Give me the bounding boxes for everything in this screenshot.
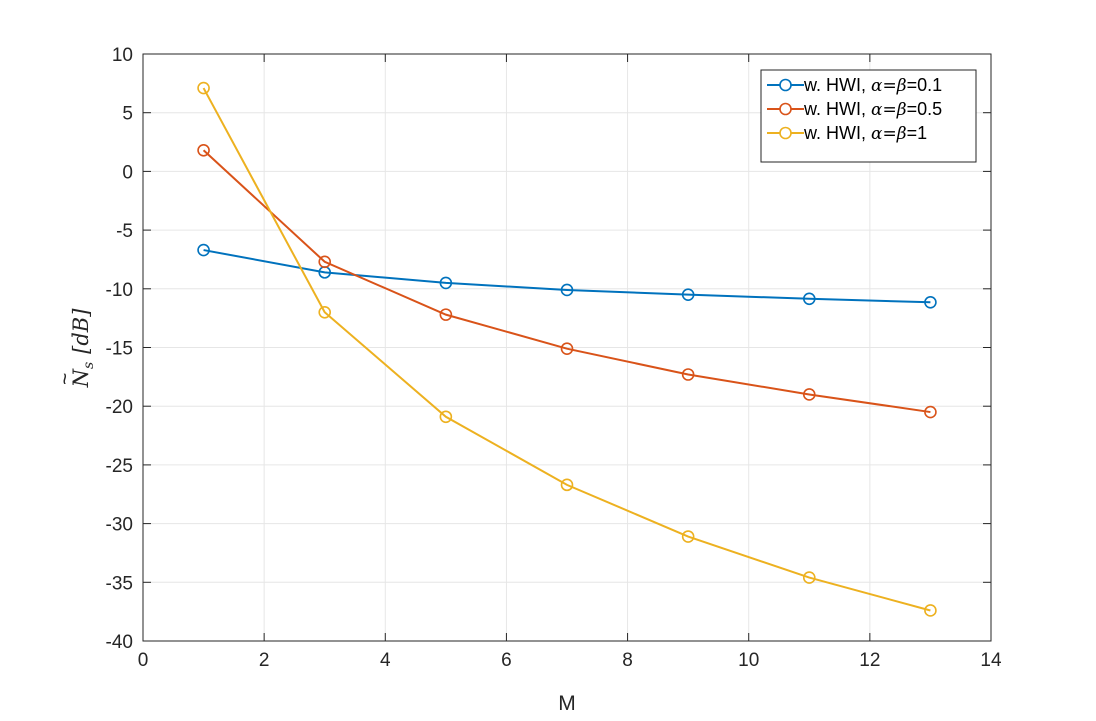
series-line <box>202 149 931 414</box>
legend-marker <box>779 102 792 116</box>
data-point <box>802 292 816 306</box>
series-2 <box>197 143 937 419</box>
y-tick-label: -35 <box>106 573 133 594</box>
x-tick-label: 14 <box>980 650 1002 671</box>
y-tick-label: -20 <box>106 397 133 418</box>
axis-ticks: 0 2 4 6 8 10 12 14 10 5 0 -5 -10 -15 -20 -25 -30 -35 -40 <box>106 45 1002 671</box>
y-tick-label: -40 <box>106 632 133 653</box>
y-tick-label: 0 <box>122 162 133 183</box>
data-point <box>802 571 816 584</box>
y-axis-label-unit: [dB] <box>69 308 93 354</box>
y-axis-label-subscript: s <box>81 362 97 369</box>
data-point <box>924 405 937 419</box>
legend-label: w. HWI, α=β=1 <box>803 123 927 144</box>
data-point <box>560 478 574 492</box>
data-point <box>681 368 695 381</box>
series-line <box>202 87 931 612</box>
data-point <box>318 305 332 319</box>
x-tick-label: 2 <box>259 650 270 671</box>
x-tick-label: 6 <box>501 650 512 671</box>
y-tick-label: -25 <box>106 456 133 477</box>
legend-entry-1: w. HWI, α=β=0.1 <box>767 75 942 96</box>
legend: w. HWI, α=β=0.1 w. HWI, α=β=0.5 w. HWI, α=… <box>760 69 977 163</box>
y-tick-label: -5 <box>116 221 133 242</box>
series-1 <box>197 243 937 309</box>
x-tick-label: 0 <box>138 650 149 671</box>
data-point <box>197 81 210 95</box>
legend-marker <box>779 126 792 140</box>
data-point <box>681 288 695 301</box>
x-tick-label: 4 <box>380 650 391 671</box>
data-point <box>924 604 937 617</box>
legend-entry-3: w. HWI, α=β=1 <box>767 123 927 144</box>
legend-label: w. HWI, α=β=0.1 <box>803 75 942 96</box>
data-point <box>439 308 453 321</box>
data-point <box>439 410 453 424</box>
data-point <box>197 143 210 157</box>
y-axis-label: Ns [dB] ~ <box>54 308 97 389</box>
data-point <box>560 342 574 355</box>
svg-text:Ns[dB]: Ns [dB] <box>69 308 97 389</box>
x-tick-label: 8 <box>622 650 633 671</box>
data-point <box>318 255 332 269</box>
y-tick-label: -30 <box>106 515 133 536</box>
data-point <box>560 283 574 297</box>
x-axis-label: M <box>558 692 576 715</box>
y-axis-label-symbol: N <box>69 368 93 388</box>
y-tick-label: 10 <box>112 45 133 66</box>
legend-label: w. HWI, α=β=0.5 <box>803 99 942 120</box>
y-tick-label: -10 <box>106 280 133 301</box>
data-point <box>197 243 210 257</box>
data-point <box>439 276 453 290</box>
series-3 <box>197 81 937 617</box>
legend-entry-2: w. HWI, α=β=0.5 <box>767 99 942 120</box>
legend-marker <box>779 78 792 92</box>
y-tick-label: 5 <box>122 104 133 125</box>
data-point <box>802 388 816 401</box>
y-axis-label-tilde: ~ <box>54 373 77 385</box>
y-tick-label: -15 <box>106 339 133 360</box>
series-line <box>203 249 931 304</box>
data-point <box>924 296 937 309</box>
x-tick-label: 10 <box>738 650 759 671</box>
data-point <box>681 530 695 543</box>
series-lines <box>197 81 937 617</box>
x-tick-label: 12 <box>859 650 880 671</box>
